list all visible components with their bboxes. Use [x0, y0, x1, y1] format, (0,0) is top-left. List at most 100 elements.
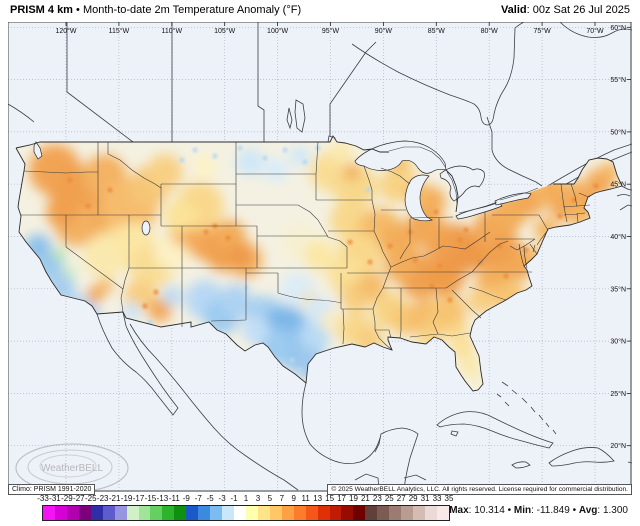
lat-label: 40°N: [610, 233, 626, 241]
stat-value: : 10.314: [468, 505, 505, 516]
colorbar-cell: [425, 506, 437, 520]
lake-ontario: [494, 192, 532, 206]
colorbar-tick: 17: [337, 494, 346, 503]
lake-superior: [354, 140, 447, 174]
colorbar-tick: 7: [279, 494, 285, 503]
colorbar-cell: [269, 506, 282, 520]
hispaniola-outline: [548, 447, 615, 467]
colorbar-cell: [305, 506, 318, 520]
colorbar-cell: [234, 506, 246, 520]
colorbar-cell: [210, 506, 223, 520]
colorbar-cell: [436, 506, 449, 520]
colorbar-tick: -25: [84, 494, 97, 503]
valid-value: : 00z Sat 26 Jul 2025: [526, 4, 630, 16]
lon-label: 70°W: [586, 27, 604, 35]
chesapeake-bay: [518, 243, 538, 269]
lon-label: 120°W: [55, 27, 76, 35]
cuba-outline: [436, 411, 554, 449]
climo-note: Climo: PRISM 1991-2020: [8, 484, 96, 495]
colorbar-cell: [281, 506, 294, 520]
colorbar-cell: [222, 506, 234, 520]
stat-value: : -11.849: [531, 505, 570, 516]
labrador-coast: [559, 22, 632, 38]
colorbar-cell: [126, 506, 139, 520]
title-text: Month-to-date 2m Temperature Anomaly (°F…: [82, 4, 302, 16]
colorbar-cell: [365, 506, 378, 520]
colorbar-tick: 5: [267, 494, 273, 503]
us-canada-border-lakes: [388, 146, 539, 214]
lon-label: 110°W: [162, 27, 183, 35]
colorbar-tick: -29: [61, 494, 73, 503]
colorbar-tick: -21: [108, 494, 121, 503]
colorbar-tick: 11: [301, 494, 310, 503]
bc-coast: [8, 103, 35, 123]
colorbar-cell: [54, 506, 67, 520]
lat-label: 45°N: [610, 181, 626, 189]
ontario-quebec-border: [486, 116, 543, 187]
state-borders: [21, 141, 591, 351]
lon-label: 75°W: [533, 27, 551, 35]
anomaly-speckles: [67, 145, 599, 373]
colorbar-tick: 27: [396, 494, 406, 503]
bahamas-dashes: [496, 381, 632, 464]
colorbar-tick: 13: [313, 494, 323, 503]
colorbar-tick: -9: [182, 494, 190, 503]
colorbar-cell: [389, 506, 402, 520]
lat-label: 50°N: [610, 128, 626, 136]
colorbar-tick: 19: [349, 494, 358, 503]
caribbean-islands: [436, 381, 632, 469]
lon-label: 105°W: [214, 27, 235, 35]
us-outline: [15, 135, 623, 392]
lon-label: 80°W: [481, 27, 499, 35]
lon-label: 115°W: [109, 27, 130, 35]
jamaica-outline: [511, 461, 531, 469]
hudson-bay-coast: [351, 22, 525, 126]
colorbar-tick: 21: [360, 494, 370, 503]
colorbar-cell: [245, 506, 258, 520]
map-title: PRISM 4 km • Month-to-date 2m Temperatur…: [10, 4, 301, 16]
colorbar-tick: -17: [132, 494, 145, 503]
colorbar-tick: 31: [420, 494, 430, 503]
conus-anomaly-map: WeatherBELL 120°W 115°W 110°W 105°W 100°W 95°…: [8, 22, 632, 492]
lat-label: 55°N: [610, 76, 626, 84]
colorbar-tick: -31: [49, 494, 61, 503]
colorbar-cell: [377, 506, 390, 520]
colorbar-cell: [186, 506, 199, 520]
colorbar-tick: 35: [444, 494, 454, 503]
lon-label: 95°W: [322, 27, 340, 35]
title-separator: •: [76, 4, 80, 16]
weatherbell-logo-text: WeatherBELL: [41, 463, 104, 474]
map-frame: [8, 22, 632, 492]
valid-label: Valid: [500, 4, 527, 16]
colorbar-tick: -5: [206, 494, 214, 503]
stat-label: Max: [449, 505, 469, 516]
colorbar-cell: [43, 506, 55, 520]
stat-label: Min: [513, 505, 532, 516]
graticule-labels: 120°W 115°W 110°W 105°W 100°W 95°W 90°W 85°W 80°…: [55, 22, 631, 450]
colorbar-tick: -27: [73, 494, 85, 503]
lake-michigan: [404, 174, 433, 222]
field-stats: Max: 10.314 • Min: -11.849 • Avg: 1.300: [449, 505, 628, 516]
colorbar-cell: [401, 506, 414, 520]
colorbar-cell: [317, 506, 330, 520]
colorbar-cell: [102, 506, 115, 520]
lon-label: 90°W: [375, 27, 393, 35]
colorbar-tick: 1: [243, 494, 249, 503]
colorbar-tick: -11: [168, 494, 180, 503]
lat-label: 25°N: [610, 390, 626, 398]
colorbar-cell: [353, 506, 366, 520]
colorbar-tick: 9: [291, 494, 296, 503]
colorbar-cell: [90, 506, 103, 520]
colorbar-tick-labels: -33 -31 -29 -27 -25 -23 -21 -19 -17 -15 -13 -11 -9 -7…: [0, 494, 640, 504]
weatherbell-logo: WeatherBELL: [15, 443, 129, 492]
colorbar-tick: -15: [144, 494, 157, 503]
colorbar-cell: [293, 506, 306, 520]
colorbar: [42, 505, 450, 521]
gulf-coast-yucatan: [301, 382, 427, 492]
lon-label: 85°W: [428, 27, 446, 35]
colorbar-cell: [66, 506, 79, 520]
colorbar-tick: -7: [194, 494, 202, 503]
puget-sound: [33, 141, 43, 160]
lat-label: 20°N: [610, 442, 626, 450]
